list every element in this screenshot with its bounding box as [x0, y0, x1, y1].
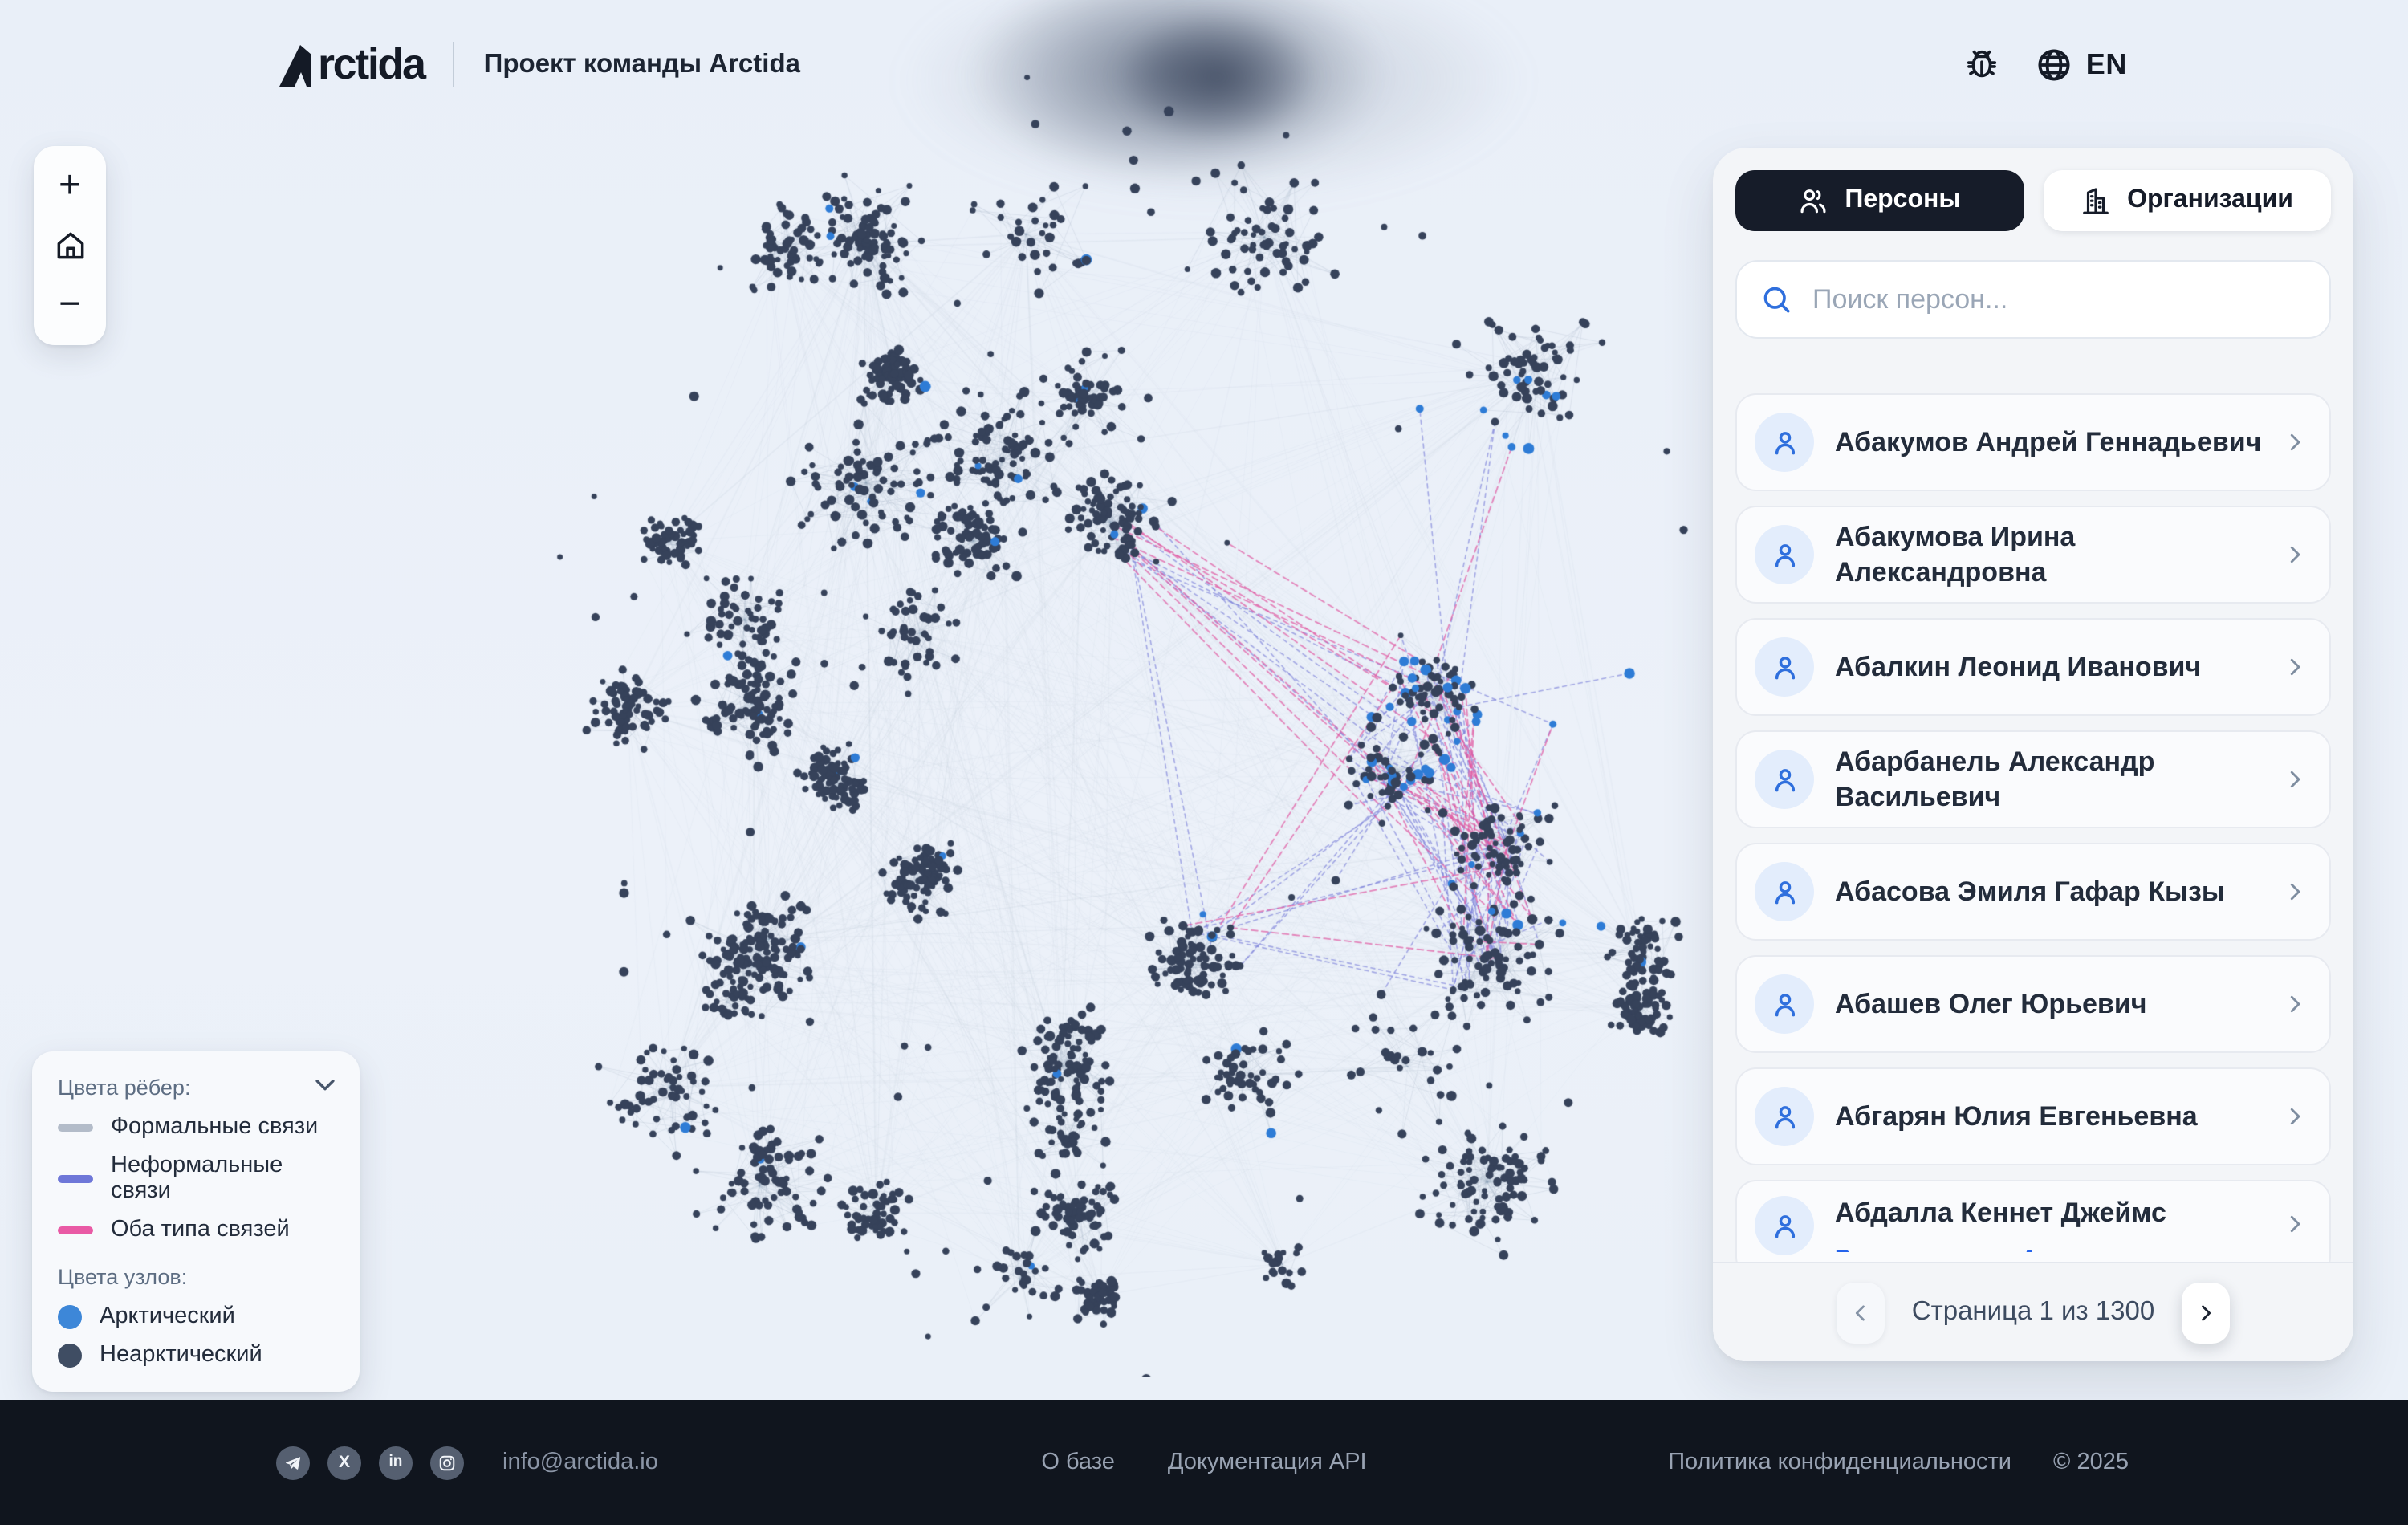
legend-nodes-title: Цвета узлов:	[58, 1265, 188, 1289]
legend-collapse-chevron-icon[interactable]	[311, 1071, 339, 1098]
network-graph[interactable]	[530, 45, 1750, 1377]
top-bar: rctida Проект команды Arctida	[0, 0, 2408, 128]
both-edge-swatch	[58, 1226, 93, 1234]
copyright: © 2025	[2053, 1450, 2129, 1475]
chevron-right-icon	[2283, 1212, 2307, 1236]
privacy-policy-link[interactable]: Политика конфиденциальности	[1668, 1450, 2012, 1475]
graph-stage: rctida Проект команды Arctida	[0, 0, 2408, 1400]
entity-tabs: Персоны Организации	[1735, 170, 2331, 231]
building-icon	[2083, 187, 2109, 214]
top-actions: EN	[1964, 46, 2127, 83]
chevron-right-icon	[2283, 655, 2307, 679]
users-icon	[1800, 189, 1826, 213]
chevron-right-icon	[2283, 880, 2307, 904]
person-list-item[interactable]: Абакумова Ирина Александровна	[1735, 506, 2331, 604]
zoom-in-button[interactable]: +	[58, 164, 81, 207]
pagination-bar: Страница 1 из 1300	[1713, 1262, 2353, 1361]
person-avatar	[1755, 637, 1814, 697]
person-avatar	[1755, 525, 1814, 584]
legend-item-nonarctic: Неарктический	[58, 1342, 334, 1368]
tab-persons[interactable]: Персоны	[1735, 170, 2024, 231]
brand-divider	[453, 42, 455, 87]
arctic-node-swatch	[58, 1304, 82, 1328]
search-icon	[1759, 283, 1793, 316]
person-list-item[interactable]: Абгарян Юлия Евгеньевна	[1735, 1068, 2331, 1165]
brand[interactable]: rctida Проект команды Arctida	[276, 39, 800, 89]
person-list-item[interactable]: Абалкин Леонид Иванович	[1735, 618, 2331, 716]
language-label: EN	[2085, 47, 2127, 79]
person-avatar	[1755, 750, 1814, 809]
person-avatar	[1755, 1087, 1814, 1146]
persons-list: Абакумов Андрей Геннадьевич Абакумова Ир…	[1735, 393, 2331, 1278]
reset-view-button[interactable]	[44, 220, 96, 271]
language-switcher[interactable]: EN	[2036, 46, 2127, 83]
contact-email[interactable]: info@arctida.io	[502, 1450, 658, 1475]
legend-item-formal: Формальные связи	[58, 1114, 334, 1140]
legend-edges-title: Цвета рёбер:	[58, 1076, 191, 1100]
chevron-right-icon	[2283, 992, 2307, 1016]
chevron-right-icon	[2283, 1104, 2307, 1128]
clipped-blue-subtitle: Вице-президент Арктического	[1835, 1240, 2262, 1253]
person-list-item[interactable]: Абарбанель Александр Васильевич	[1735, 730, 2331, 828]
bug-report-icon[interactable]	[1964, 46, 2001, 83]
next-page-button[interactable]	[2182, 1282, 2231, 1343]
social-links: X in	[276, 1446, 464, 1479]
page-indicator: Страница 1 из 1300	[1911, 1297, 2155, 1326]
telegram-icon[interactable]	[276, 1446, 310, 1479]
search-bar	[1735, 260, 2331, 339]
chevron-right-icon	[2202, 1304, 2211, 1320]
persons-panel: Персоны Организации	[1713, 148, 2353, 1361]
legend-item-both: Оба типа связей	[58, 1217, 334, 1242]
chevron-left-icon	[1855, 1304, 1865, 1320]
globe-icon	[2039, 48, 2071, 80]
tab-organizations[interactable]: Организации	[2043, 170, 2331, 231]
linkedin-icon[interactable]: in	[379, 1446, 413, 1479]
legend-item-arctic: Арктический	[58, 1303, 334, 1329]
arctida-logo: rctida	[276, 39, 426, 89]
footer: X in info@arctida.io О базе Документация…	[0, 1400, 2408, 1525]
person-list-item[interactable]: Абакумов Андрей Геннадьевич	[1735, 393, 2331, 491]
legend-item-informal: Неформальные связи	[58, 1153, 334, 1204]
informal-edge-swatch	[58, 1174, 93, 1182]
graph-legend: Цвета рёбер: Формальные связи Неформальн…	[32, 1051, 360, 1392]
nonarctic-node-swatch	[58, 1343, 82, 1367]
person-avatar	[1755, 413, 1814, 472]
instagram-icon[interactable]	[430, 1446, 464, 1479]
formal-edge-swatch	[58, 1123, 93, 1131]
logo-text: rctida	[318, 39, 426, 87]
chevron-right-icon	[2283, 767, 2307, 791]
footer-nav: О базе Документация API	[1041, 1450, 1366, 1475]
person-list-item[interactable]: Абашев Олег Юрьевич	[1735, 955, 2331, 1053]
person-avatar	[1755, 974, 1814, 1034]
chevron-right-icon	[2283, 430, 2307, 454]
footer-legal: Политика конфиденциальности © 2025	[1668, 1450, 2129, 1475]
zoom-out-button[interactable]: −	[58, 283, 81, 326]
arctida-logo-icon	[279, 44, 311, 86]
home-icon	[56, 232, 83, 259]
person-list-item[interactable]: Абасова Эмиля Гафар Кызы	[1735, 843, 2331, 941]
x-twitter-icon[interactable]: X	[327, 1446, 361, 1479]
previous-page-button[interactable]	[1836, 1282, 1885, 1343]
project-subtitle: Проект команды Arctida	[483, 49, 800, 78]
chevron-right-icon	[2283, 543, 2307, 567]
search-input[interactable]	[1735, 260, 2331, 339]
person-list-item[interactable]: Абдалла Кеннет Джеймс Вице-президент Арк…	[1735, 1180, 2331, 1278]
api-docs-link[interactable]: Документация API	[1167, 1450, 1367, 1475]
person-avatar	[1755, 862, 1814, 921]
map-zoom-controls: + −	[34, 146, 106, 345]
about-database-link[interactable]: О базе	[1041, 1450, 1115, 1475]
person-avatar	[1755, 1196, 1814, 1255]
